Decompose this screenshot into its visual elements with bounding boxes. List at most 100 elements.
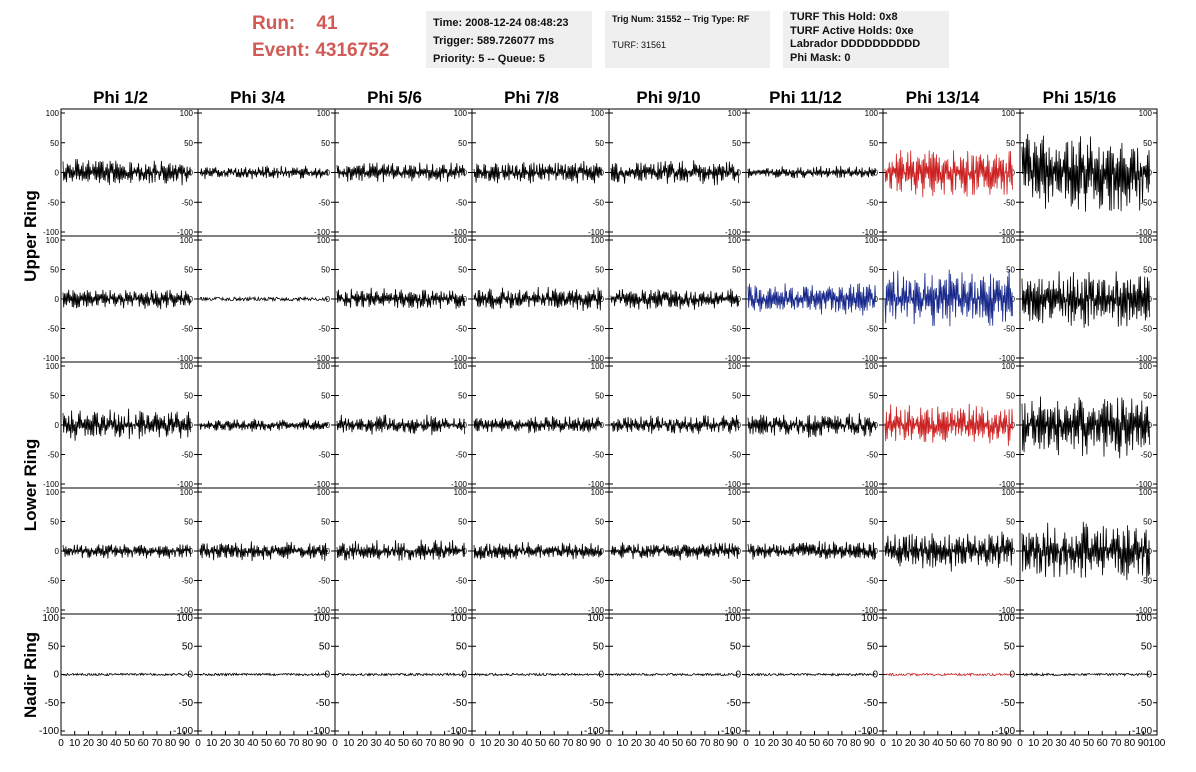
y-tick-label-r3-c1-4: -100: [314, 606, 331, 615]
y-tick-label-r1-c6-1: 50: [1006, 266, 1015, 275]
y-tick-label-r1-c0-0: 100: [180, 236, 194, 245]
col-title-1: Phi 1/2: [93, 88, 148, 107]
y-tick-label-r0-c0-3: -50: [181, 198, 193, 207]
y-tick-label-r3-c7-0: 100: [1139, 488, 1153, 497]
y-tick-label-r1-c1-0: 100: [317, 236, 331, 245]
waveform-r4-c6: [884, 672, 1013, 677]
y-tick-label-r1-c3-3: -50: [592, 325, 604, 334]
x-tick-label-c3-3: 30: [508, 738, 520, 749]
waveform-r2-c4: [610, 414, 740, 435]
waveform-r4-c1: [199, 672, 329, 677]
waveform-r3-c2: [336, 539, 466, 561]
y-tick-label-r0-c5-1: 50: [869, 139, 878, 148]
y-axis-label-r2-4: -100: [43, 480, 60, 489]
y-tick-label-r2-c0-2: 0: [189, 421, 194, 430]
y-tick-label-r4-c3-3: -50: [590, 698, 605, 709]
x-tick-label-c1-4: 40: [247, 738, 259, 749]
y-tick-label-r0-c6-0: 100: [1002, 109, 1016, 118]
x-tick-label-c3-7: 70: [562, 738, 574, 749]
x-tick-label-c6-8: 80: [987, 738, 999, 749]
y-tick-label-r4-c1-3: -50: [316, 698, 331, 709]
x-tick-label-c4-7: 70: [699, 738, 711, 749]
x-tick-label-c0-4: 40: [110, 738, 122, 749]
y-tick-label-r0-c2-3: -50: [455, 198, 467, 207]
waveform-r2-c0: [62, 408, 192, 441]
y-tick-label-r1-c4-1: 50: [732, 266, 741, 275]
x-tick-label-c4-1: 10: [617, 738, 629, 749]
y-tick-label-r2-c7-3: -50: [1140, 451, 1152, 460]
x-tick-label-c3-9: 90: [590, 738, 602, 749]
y-tick-label-r3-c2-3: -50: [455, 577, 467, 586]
y-tick-label-r0-c4-0: 100: [728, 109, 742, 118]
x-tick-label-c4-3: 30: [645, 738, 657, 749]
y-tick-label-r1-c1-4: -100: [314, 354, 331, 363]
x-tick-label-c6-6: 60: [960, 738, 972, 749]
x-tick-label-c5-3: 30: [782, 738, 794, 749]
x-tick-label-c7-10: 100: [1149, 738, 1166, 749]
x-tick-label-c5-9: 90: [864, 738, 876, 749]
y-tick-label-r1-c5-1: 50: [869, 266, 878, 275]
x-tick-label-c6-0: 0: [880, 738, 886, 749]
x-tick-label-c1-0: 0: [195, 738, 201, 749]
y-tick-label-r4-c0-1: 50: [182, 641, 194, 652]
waveform-r3-c1: [199, 541, 329, 562]
col-title-6: Phi 11/12: [769, 88, 842, 107]
y-tick-label-r0-c6-2: 0: [1011, 169, 1016, 178]
x-tick-label-c0-9: 90: [179, 738, 191, 749]
y-tick-label-r1-c0-3: -50: [181, 325, 193, 334]
x-tick-label-c2-3: 30: [371, 738, 383, 749]
y-tick-label-r3-c0-4: -100: [177, 606, 194, 615]
y-tick-label-r4-c2-4: -100: [447, 726, 467, 737]
y-tick-label-r2-c7-1: 50: [1143, 392, 1152, 401]
y-tick-label-r2-c7-0: 100: [1139, 362, 1153, 371]
y-tick-label-r4-c1-0: 100: [313, 613, 330, 624]
y-tick-label-r1-c4-2: 0: [737, 295, 742, 304]
y-tick-label-r0-c3-0: 100: [591, 109, 605, 118]
x-tick-label-c6-2: 20: [905, 738, 917, 749]
x-tick-label-c4-8: 80: [713, 738, 725, 749]
y-tick-label-r3-c6-1: 50: [1006, 518, 1015, 527]
y-axis-label-r3-3: -50: [47, 577, 59, 586]
y-tick-label-r4-c1-1: 50: [319, 641, 331, 652]
waveform-r1-c0: [62, 289, 192, 310]
x-tick-label-c5-2: 20: [768, 738, 780, 749]
y-tick-label-r2-c1-3: -50: [318, 451, 330, 460]
y-tick-label-r4-c5-4: -100: [858, 726, 878, 737]
y-axis-label-r0-0: 100: [46, 109, 60, 118]
y-axis-label-r3-4: -100: [43, 606, 60, 615]
x-tick-label-c0-5: 50: [124, 738, 136, 749]
waveform-r0-c5: [747, 165, 877, 179]
y-tick-label-r2-c3-2: 0: [600, 421, 605, 430]
y-tick-label-r3-c0-3: -50: [181, 577, 193, 586]
x-tick-label-c1-9: 90: [316, 738, 328, 749]
y-tick-label-r2-c7-4: -100: [1136, 480, 1153, 489]
y-tick-label-r4-c6-2: 0: [1009, 670, 1015, 681]
x-tick-label-c2-6: 60: [412, 738, 424, 749]
waveform-r0-c2: [336, 162, 466, 183]
x-tick-label-c2-4: 40: [384, 738, 396, 749]
y-tick-label-r2-c4-1: 50: [732, 392, 741, 401]
run-event-info: Run: 41 Event: 4316752: [252, 10, 389, 64]
col-title-2: Phi 3/4: [230, 88, 285, 107]
y-axis-label-r3-0: 100: [46, 488, 60, 497]
x-tick-label-c4-0: 0: [606, 738, 612, 749]
y-axis-label-r0-2: 0: [55, 169, 60, 178]
y-tick-label-r3-c3-2: 0: [600, 547, 605, 556]
x-tick-label-c0-0: 0: [58, 738, 64, 749]
x-tick-label-c7-6: 60: [1097, 738, 1109, 749]
waveform-r1-c1: [199, 295, 329, 303]
y-tick-label-r2-c2-2: 0: [463, 421, 468, 430]
y-tick-label-r1-c0-1: 50: [184, 266, 193, 275]
waveform-r3-c4: [610, 542, 740, 561]
y-tick-label-r2-c0-1: 50: [184, 392, 193, 401]
y-tick-label-r2-c1-4: -100: [314, 480, 331, 489]
y-tick-label-r0-c2-4: -100: [451, 228, 468, 237]
x-tick-label-c0-2: 20: [83, 738, 95, 749]
y-tick-label-r2-c2-4: -100: [451, 480, 468, 489]
y-tick-label-r0-c0-0: 100: [180, 109, 194, 118]
y-tick-label-r0-c6-1: 50: [1006, 139, 1015, 148]
waveform-r4-c2: [337, 672, 466, 677]
y-tick-label-r2-c0-0: 100: [180, 362, 194, 371]
y-tick-label-r3-c2-4: -100: [451, 606, 468, 615]
